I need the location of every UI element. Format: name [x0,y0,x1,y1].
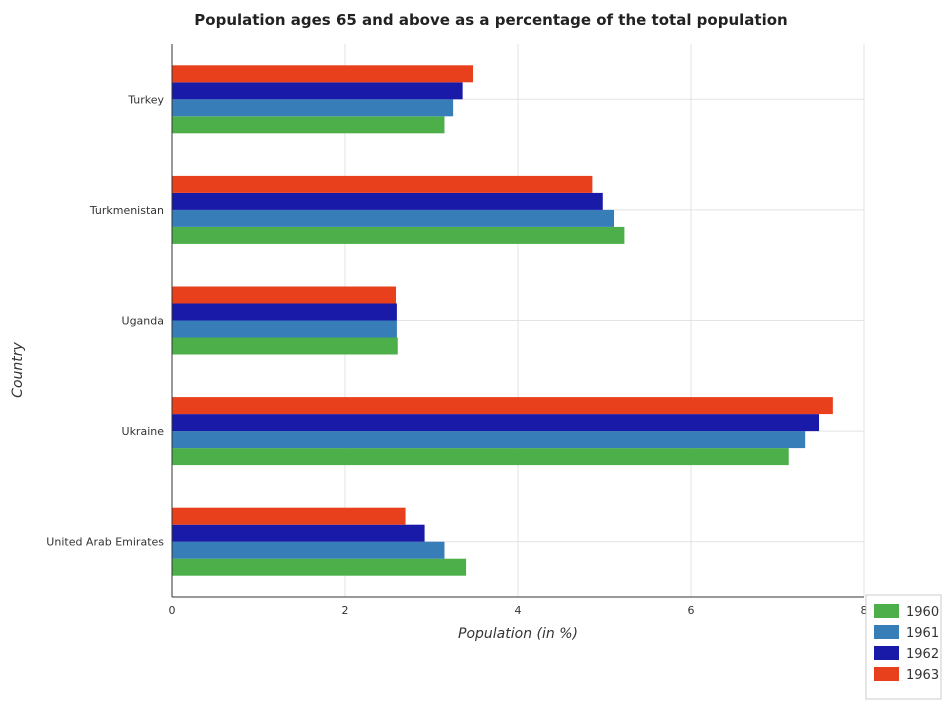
legend-label: 1962 [906,647,939,662]
legend-swatch [874,625,899,639]
legend-swatch [874,667,899,681]
bar [172,558,467,576]
x-tick-label: 6 [688,604,695,617]
bar [172,209,615,227]
x-tick-label: 8 [861,604,868,617]
bar [172,303,397,321]
bar [172,320,397,338]
legend: 1960 1961 1962 1963 [865,594,942,700]
legend-swatch [874,646,899,660]
legend-label: 1960 [906,605,939,620]
bar [172,524,425,542]
y-tick-label: United Arab Emirates [46,536,164,549]
x-tick-label: 2 [342,604,349,617]
bar [172,397,833,415]
bar [172,82,463,100]
axes: 0 2 4 6 8 Turkey Turkmenistan Uganda Ukraine Unit… [46,44,868,617]
bar [172,286,397,304]
legend-label: 1963 [906,668,939,683]
legend-swatch [874,604,899,618]
bar [172,192,603,210]
y-tick-label: Ukraine [122,425,165,438]
bar [172,226,625,244]
bar [172,337,398,355]
bar [172,414,820,432]
chart-title: Population ages 65 and above as a percen… [194,11,787,29]
bar [172,65,474,83]
y-tick-label: Uganda [122,315,164,328]
y-axis-label: Country [10,341,26,397]
y-tick-label: Turkey [127,93,164,106]
x-axis-label: Population (in %) [458,626,578,642]
bars [172,65,833,576]
bar [172,541,445,559]
bar [172,448,789,466]
bar [172,116,445,134]
y-tick-label: Turkmenistan [89,204,164,217]
bar [172,99,454,117]
bar [172,175,593,193]
x-tick-label: 4 [515,604,522,617]
bar [172,507,406,525]
legend-label: 1961 [906,626,939,641]
bar [172,431,806,449]
x-tick-label: 0 [169,604,176,617]
